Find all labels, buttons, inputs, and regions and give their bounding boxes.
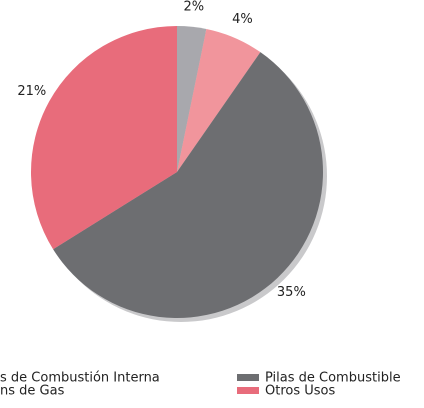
legend-label: Pilas de Combustible — [265, 371, 401, 386]
slice-label: 4% — [232, 12, 253, 27]
pie-slice — [53, 52, 324, 319]
legend-label: s de Combustión Interna — [0, 371, 160, 386]
legend-label: ns de Gas — [0, 384, 65, 399]
pie-slice — [177, 26, 207, 172]
legend-swatch — [237, 374, 259, 381]
slice-label: 35% — [277, 285, 306, 300]
legend-swatch — [237, 387, 259, 394]
slice-label: 21% — [17, 84, 46, 99]
pie-slice — [177, 28, 261, 172]
legend-label: Otros Usos — [265, 384, 335, 399]
slice-label: 2% — [183, 0, 204, 14]
pie-slice — [31, 26, 178, 250]
